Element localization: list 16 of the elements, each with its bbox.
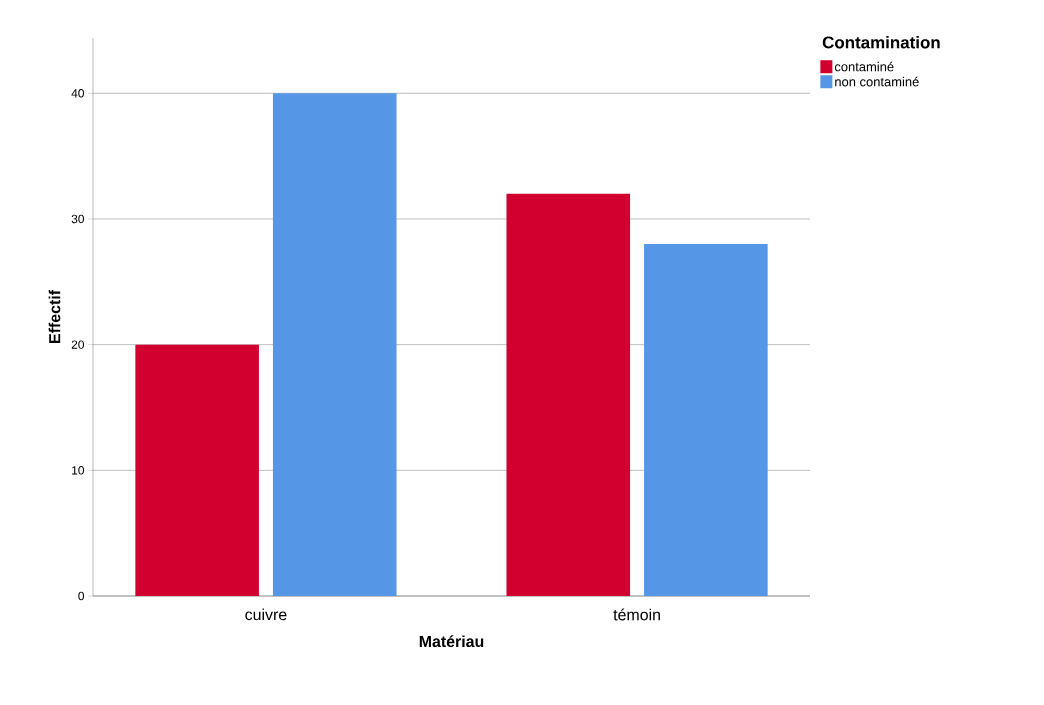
legend-title: Contamination <box>822 35 940 49</box>
x-tick-label: cuivre <box>245 608 287 621</box>
legend-label: contaminé <box>834 61 894 72</box>
x-tick-label: témoin <box>613 608 660 621</box>
y-tick-label: 10 <box>72 466 85 475</box>
bar <box>272 93 397 596</box>
y-tick-label: 30 <box>71 214 85 224</box>
y-axis-title: Effectif <box>48 289 61 343</box>
bar <box>644 244 768 596</box>
y-tick-label: 20 <box>71 340 85 349</box>
legend-label: non contaminé <box>835 76 919 87</box>
bar <box>506 193 631 596</box>
bar <box>135 344 259 596</box>
y-tick-label: 0 <box>78 591 85 601</box>
y-tick-label: 40 <box>71 89 85 98</box>
x-axis-title: Matériau <box>419 635 484 648</box>
